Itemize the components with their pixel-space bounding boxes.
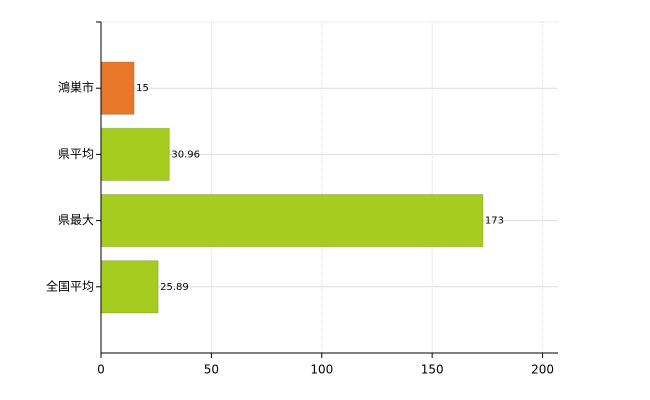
bar [100,127,170,182]
value-label: 173 [485,216,504,227]
x-tick-label: 150 [421,363,444,377]
x-tick-label: 50 [204,363,219,377]
value-label: 15 [136,83,149,94]
bar [100,260,159,314]
value-label: 30.96 [171,149,200,160]
x-tick-label: 100 [310,363,333,377]
y-tick-label: 全国平均 [46,278,94,293]
x-tick-label: 0 [97,363,105,377]
x-tick-label: 200 [531,363,554,377]
bar [100,61,135,115]
y-tick-label: 県平均 [58,147,94,161]
y-tick-label: 県最大 [58,213,94,227]
value-label: 25.89 [160,282,189,293]
bar [100,193,484,248]
y-tick-label: 鴻巣市 [58,80,94,95]
